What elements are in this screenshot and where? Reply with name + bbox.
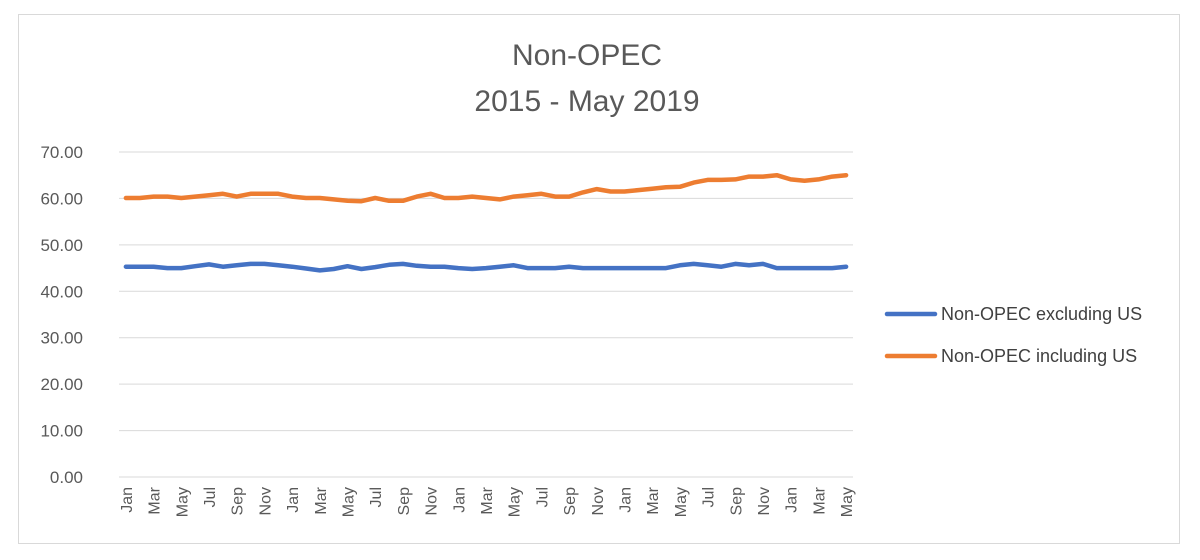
- gridlines: [119, 151, 853, 478]
- x-tick-label: May: [839, 487, 856, 517]
- x-tick-label: Sep: [396, 487, 413, 516]
- legend-label: Non-OPEC including US: [941, 346, 1137, 366]
- x-tick-label: Sep: [230, 487, 247, 516]
- x-tick-label: Mar: [645, 486, 662, 514]
- chart-title-line-2: 2015 - May 2019: [474, 85, 699, 118]
- series-line-excluding-us: [123, 261, 849, 273]
- x-tick-label: May: [673, 487, 690, 517]
- x-tick-label: Mar: [811, 486, 828, 514]
- y-tick-label: 40.00: [40, 282, 83, 301]
- x-tick-label: May: [174, 487, 191, 517]
- x-tick-label: Jul: [534, 487, 551, 507]
- series-line-including-us: [123, 172, 849, 204]
- y-tick-label: 0.00: [50, 468, 83, 487]
- x-tick-label: Nov: [257, 487, 274, 515]
- chart-title: Non-OPEC 2015 - May 2019: [474, 39, 699, 118]
- x-tick-label: Nov: [424, 487, 441, 515]
- y-tick-label: 10.00: [40, 422, 83, 441]
- y-tick-label: 50.00: [40, 236, 83, 255]
- legend-label: Non-OPEC excluding US: [941, 304, 1142, 324]
- x-tick-label: May: [507, 487, 524, 517]
- x-tick-label: Jul: [368, 487, 385, 507]
- x-tick-label: Jan: [451, 487, 468, 513]
- x-tick-label: Sep: [728, 487, 745, 516]
- y-tick-label: 30.00: [40, 329, 83, 348]
- chart-frame: Non-OPEC 2015 - May 2019 0.00 10.00 20.00 3…: [18, 14, 1180, 544]
- y-axis-ticks: 0.00 10.00 20.00 30.00 40.00 50.00 60.00 70.00: [40, 143, 83, 487]
- x-tick-label: Sep: [562, 487, 579, 516]
- y-tick-label: 60.00: [40, 189, 83, 208]
- x-tick-label: May: [341, 487, 358, 517]
- y-tick-label: 20.00: [40, 375, 83, 394]
- x-tick-label: Jul: [701, 487, 718, 507]
- x-tick-label: Nov: [590, 487, 607, 515]
- x-tick-label: Jul: [202, 487, 219, 507]
- chart-title-line-1: Non-OPEC: [512, 39, 662, 72]
- series-lines: [123, 172, 849, 273]
- legend: Non-OPEC excluding US Non-OPEC including …: [884, 304, 1142, 366]
- x-tick-label: Jan: [784, 487, 801, 513]
- x-tick-label: Jan: [617, 487, 634, 513]
- x-tick-label: Mar: [147, 486, 164, 514]
- y-tick-label: 70.00: [40, 143, 83, 162]
- line-chart: Non-OPEC 2015 - May 2019 0.00 10.00 20.00 3…: [40, 39, 1142, 517]
- x-tick-label: Nov: [756, 487, 773, 515]
- x-tick-label: Mar: [313, 486, 330, 514]
- x-tick-label: Jan: [119, 487, 136, 513]
- x-axis-ticks: Jan Mar May Jul Sep Nov Jan Mar May Jul Sep Nov Jan M…: [119, 486, 856, 517]
- x-tick-label: Mar: [479, 486, 496, 514]
- x-tick-label: Jan: [285, 487, 302, 513]
